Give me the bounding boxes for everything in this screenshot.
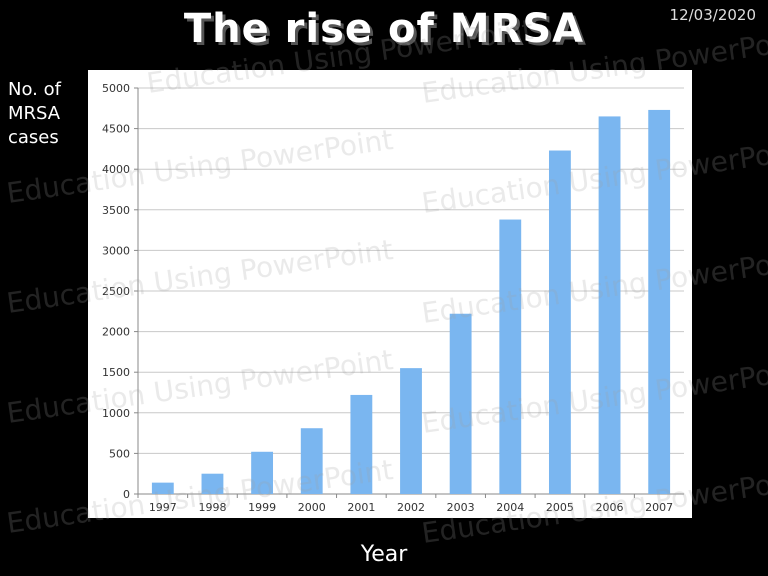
y-axis-title-line-3: cases (8, 127, 59, 148)
y-tick-label: 5000 (102, 82, 130, 95)
bar-2001 (350, 394, 373, 494)
y-axis-title-line-2: MRSA (8, 103, 61, 124)
bar-2004 (499, 219, 522, 494)
y-tick-label: 1500 (102, 366, 130, 379)
y-tick-label: 4000 (102, 163, 130, 176)
y-tick-label: 3000 (102, 244, 130, 257)
x-tick-label: 1998 (198, 501, 226, 514)
y-axis-title: No. of MRSA cases (8, 78, 78, 150)
bar-1998 (201, 473, 224, 494)
slide-date: 12/03/2020 (669, 6, 756, 24)
bar-2005 (548, 150, 571, 495)
x-tick-label: 2005 (546, 501, 574, 514)
y-tick-label: 2000 (102, 326, 130, 339)
x-axis-title: Year (360, 542, 408, 567)
bar-2000 (300, 428, 323, 494)
x-tick-label: 2003 (447, 501, 475, 514)
y-axis-title-line-1: No. of (8, 79, 61, 100)
x-tick-label: 2006 (596, 501, 624, 514)
bar-2006 (598, 116, 621, 495)
y-tick-label: 2500 (102, 285, 130, 298)
bar-2007 (648, 109, 671, 494)
x-tick-label: 2000 (298, 501, 326, 514)
x-tick-label: 2002 (397, 501, 425, 514)
x-tick-label: 2001 (347, 501, 375, 514)
x-tick-label: 1999 (248, 501, 276, 514)
bar-chart: 0 500 1000 1500 2000 2500 3000 3500 4000 4500 5000… (102, 82, 684, 514)
y-tick-label: 4500 (102, 123, 130, 136)
bar-2002 (400, 368, 422, 494)
x-tick-label: 1997 (149, 501, 177, 514)
bar-1997 (151, 482, 174, 494)
chart-plot-area: 0 500 1000 1500 2000 2500 3000 3500 4000 4500 5000… (88, 70, 692, 518)
y-tick-label: 0 (123, 488, 130, 501)
bar-1999 (251, 451, 274, 494)
y-tick-label: 500 (109, 447, 130, 460)
bar-2003 (449, 313, 472, 494)
y-tick-label: 1000 (102, 407, 130, 420)
slide-title: The rise of MRSA (183, 6, 585, 52)
y-tick-label: 3500 (102, 204, 130, 217)
x-tick-label: 2004 (496, 501, 524, 514)
x-tick-label: 2007 (645, 501, 673, 514)
